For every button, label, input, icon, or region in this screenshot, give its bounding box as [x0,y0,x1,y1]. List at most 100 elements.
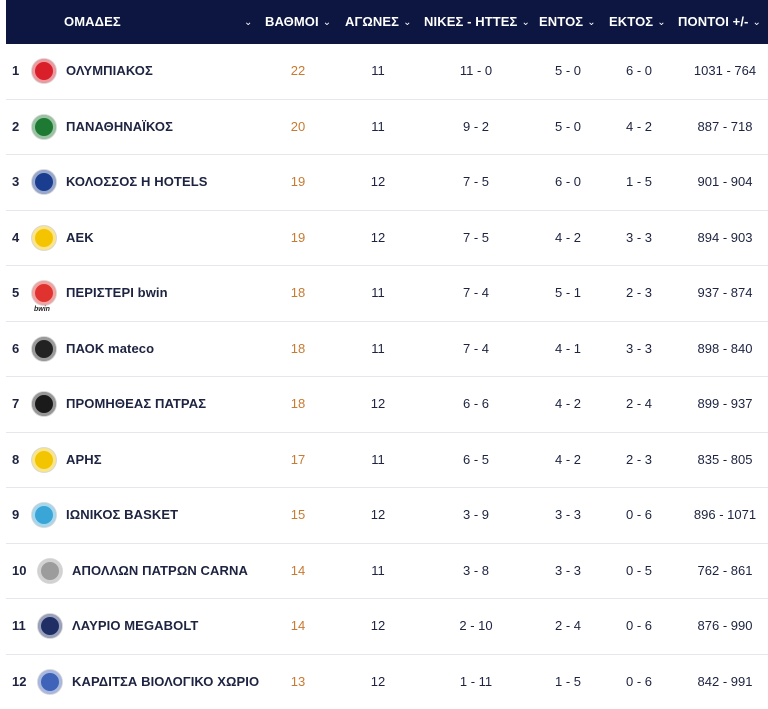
position: 11 [12,599,26,653]
home-record-value: 5 - 1 [538,266,598,320]
home-record-value: 4 - 2 [538,433,598,487]
away-record-value: 0 - 6 [609,488,669,542]
panathinaikos-logo-icon [32,115,56,139]
team-name[interactable]: ΑΠΟΛΛΩΝ ΠΑΤΡΩΝ CARNA [72,544,248,598]
chevron-down-icon: ⌄ [752,17,760,28]
position: 12 [12,655,26,709]
position: 7 [12,377,19,431]
away-record-value: 3 - 3 [609,322,669,376]
score-diff-value: 887 - 718 [680,100,768,154]
games-value: 12 [358,155,398,209]
position: 2 [12,100,19,154]
team-name[interactable]: ΠΕΡΙΣΤΕΡΙ bwin [66,266,168,320]
score-diff-value: 899 - 937 [680,377,768,431]
header-games[interactable]: ΑΓΩΝΕΣ⌄ [345,0,412,44]
score-diff-value: 896 - 1071 [680,488,768,542]
games-value: 11 [358,44,398,98]
away-record-value: 0 - 5 [609,544,669,598]
kolossos-logo-icon [32,170,56,194]
team-name[interactable]: ΠΡΟΜΗΘΕΑΣ ΠΑΤΡΑΣ [66,377,206,431]
team-name[interactable]: ΑΕΚ [66,211,94,265]
lavrio-logo-icon [38,614,62,638]
ionikos-logo-icon [32,503,56,527]
wins-losses-value: 6 - 5 [436,433,516,487]
wins-losses-value: 2 - 10 [436,599,516,653]
games-value: 12 [358,655,398,709]
team-name[interactable]: ΙΩΝΙΚΟΣ BASKET [66,488,178,542]
team-name[interactable]: ΠΑΟΚ mateco [66,322,154,376]
home-record-value: 2 - 4 [538,599,598,653]
aris-logo-icon [32,448,56,472]
points-value: 19 [278,211,318,265]
points-value: 18 [278,266,318,320]
wins-losses-value: 3 - 8 [436,544,516,598]
header-away[interactable]: ΕΚΤΟΣ⌄ [609,0,666,44]
position: 8 [12,433,19,487]
chevron-down-icon: ⌄ [323,17,331,28]
score-diff-value: 901 - 904 [680,155,768,209]
header-team[interactable]: ΟΜΑΔΕΣ [64,0,121,44]
score-diff-value: 937 - 874 [680,266,768,320]
away-record-value: 2 - 4 [609,377,669,431]
games-value: 12 [358,211,398,265]
wins-losses-value: 6 - 6 [436,377,516,431]
karditsa-logo-icon [38,670,62,694]
score-diff-value: 835 - 805 [680,433,768,487]
promitheas-logo-icon [32,392,56,416]
team-name[interactable]: ΟΛΥΜΠΙΑΚΟΣ [66,44,153,98]
away-record-value: 3 - 3 [609,211,669,265]
logo-sub-label: bwin [34,306,50,313]
table-header: ΟΜΑΔΕΣ ⌄ ΒΑΘΜΟΙ⌄ ΑΓΩΝΕΣ⌄ ΝΙΚΕΣ - ΗΤΤΕΣ⌄ … [6,0,768,44]
games-value: 11 [358,100,398,154]
points-value: 13 [278,655,318,709]
home-record-value: 4 - 1 [538,322,598,376]
team-name[interactable]: ΑΡΗΣ [66,433,102,487]
paok-logo-icon [32,337,56,361]
score-diff-value: 1031 - 764 [680,44,768,98]
wins-losses-value: 9 - 2 [436,100,516,154]
away-record-value: 0 - 6 [609,599,669,653]
team-name[interactable]: ΚΟΛΟΣΣΟΣ H HOTELS [66,155,208,209]
score-diff-value: 762 - 861 [680,544,768,598]
position: 10 [12,544,26,598]
header-points-label: ΒΑΘΜΟΙ [265,14,319,29]
games-value: 11 [358,322,398,376]
away-record-value: 1 - 5 [609,155,669,209]
position: 1 [12,44,19,98]
score-diff-value: 898 - 840 [680,322,768,376]
wins-losses-value: 1 - 11 [436,655,516,709]
header-away-label: ΕΚΤΟΣ [609,14,653,29]
away-record-value: 4 - 2 [609,100,669,154]
header-points[interactable]: ΒΑΘΜΟΙ ⌄ [265,0,331,44]
position: 6 [12,322,19,376]
team-name[interactable]: ΚΑΡΔΙΤΣΑ ΒΙΟΛΟΓΙΚΟ ΧΩΡΙΟ [72,655,259,709]
team-sort-chevron-icon[interactable]: ⌄ [240,0,252,44]
team-name[interactable]: ΛΑΥΡΙΟ MEGABOLT [72,599,198,653]
wins-losses-value: 7 - 4 [436,266,516,320]
points-value: 14 [278,544,318,598]
score-diff-value: 894 - 903 [680,211,768,265]
points-value: 17 [278,433,318,487]
header-wins-losses-label: ΝΙΚΕΣ - ΗΤΤΕΣ [424,14,517,29]
header-score-diff[interactable]: ΠΟΝΤΟΙ +/-⌄ [678,0,761,44]
points-value: 22 [278,44,318,98]
header-wins-losses[interactable]: ΝΙΚΕΣ - ΗΤΤΕΣ⌄ [424,0,530,44]
points-value: 14 [278,599,318,653]
points-value: 15 [278,488,318,542]
standings-table: ΟΜΑΔΕΣ ⌄ ΒΑΘΜΟΙ⌄ ΑΓΩΝΕΣ⌄ ΝΙΚΕΣ - ΗΤΤΕΣ⌄ … [6,0,768,709]
team-name[interactable]: ΠΑΝΑΘΗΝΑΪΚΟΣ [66,100,173,154]
header-home[interactable]: ΕΝΤΟΣ⌄ [539,0,596,44]
